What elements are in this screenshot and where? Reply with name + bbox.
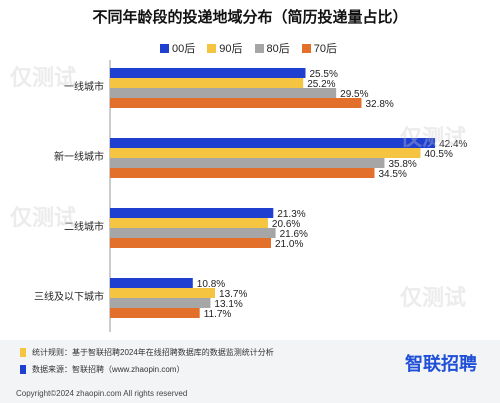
bar bbox=[110, 298, 211, 308]
data-label: 34.5% bbox=[379, 169, 407, 180]
category-label: 二线城市 bbox=[64, 220, 104, 233]
category-label: 三线及以下城市 bbox=[34, 290, 104, 303]
data-label: 20.6% bbox=[272, 219, 300, 230]
bar bbox=[110, 78, 304, 88]
data-label: 35.8% bbox=[388, 159, 416, 170]
legend-swatch-80 bbox=[254, 43, 264, 53]
data-label: 21.3% bbox=[277, 209, 305, 220]
bar bbox=[110, 88, 337, 98]
data-label: 42.4% bbox=[439, 139, 467, 150]
legend-swatch-00 bbox=[160, 43, 169, 53]
bar bbox=[110, 68, 306, 78]
bar bbox=[110, 238, 271, 248]
bar bbox=[110, 228, 276, 238]
data-label: 25.5% bbox=[310, 69, 338, 80]
legend-item-90: 90后 bbox=[207, 40, 243, 56]
bar-chart: 一线城市 25.5%25.2% 29.5%32.8% 新一线城市 42.4%40.5% 3… bbox=[34, 60, 468, 332]
zhaopin-logo: 智联招聘 bbox=[405, 354, 477, 374]
data-label: 32.8% bbox=[365, 99, 393, 110]
bar bbox=[110, 138, 436, 148]
legend-label-70: 70后 bbox=[313, 43, 337, 55]
legend-label-80: 80后 bbox=[266, 43, 290, 55]
data-label: 13.1% bbox=[214, 299, 242, 310]
data-label: 29.5% bbox=[340, 89, 368, 100]
chart-title: 不同年龄段的投递地域分布（简历投递量占比） bbox=[92, 9, 408, 26]
legend-item-70: 70后 bbox=[301, 40, 337, 56]
rule-marker bbox=[20, 348, 26, 357]
bar bbox=[110, 148, 421, 158]
data-label: 40.5% bbox=[425, 149, 453, 160]
data-label: 11.7% bbox=[204, 309, 232, 320]
legend-label-90: 90后 bbox=[219, 43, 243, 55]
data-label: 13.7% bbox=[219, 289, 247, 300]
legend-swatch-90 bbox=[207, 43, 217, 53]
source-marker bbox=[20, 365, 26, 374]
footer-rule-row: 统计规则：基于智联招聘2024年在线招聘数据库的数据监测统计分析 bbox=[20, 347, 274, 358]
bar bbox=[110, 168, 375, 178]
copyright-text: Copyright©2024 zhaopin.com All rights re… bbox=[16, 389, 188, 398]
category-label: 一线城市 bbox=[64, 80, 104, 93]
legend: 00后 90后 80后 70后 bbox=[160, 40, 349, 56]
legend-item-80: 80后 bbox=[254, 40, 290, 56]
bar bbox=[110, 158, 385, 168]
footer-source-row: 数据来源：智联招聘（www.zhaopin.com） bbox=[20, 364, 184, 375]
legend-label-00: 00后 bbox=[172, 43, 196, 55]
bar bbox=[110, 278, 193, 288]
footer bbox=[0, 340, 500, 403]
bar bbox=[110, 288, 216, 298]
footer-source-text: 数据来源：智联招聘（www.zhaopin.com） bbox=[32, 365, 185, 374]
footer-rule-text: 统计规则：基于智联招聘2024年在线招聘数据库的数据监测统计分析 bbox=[32, 348, 274, 357]
category-label: 新一线城市 bbox=[54, 150, 104, 163]
data-label: 10.8% bbox=[197, 279, 225, 290]
bar bbox=[110, 308, 200, 318]
legend-item-00: 00后 bbox=[160, 40, 195, 56]
bar bbox=[110, 208, 274, 218]
bar bbox=[110, 98, 362, 108]
data-label: 21.6% bbox=[280, 229, 308, 240]
legend-swatch-70 bbox=[301, 43, 311, 53]
bar bbox=[110, 218, 268, 228]
data-label: 25.2% bbox=[307, 79, 335, 90]
data-label: 21.0% bbox=[275, 239, 303, 250]
